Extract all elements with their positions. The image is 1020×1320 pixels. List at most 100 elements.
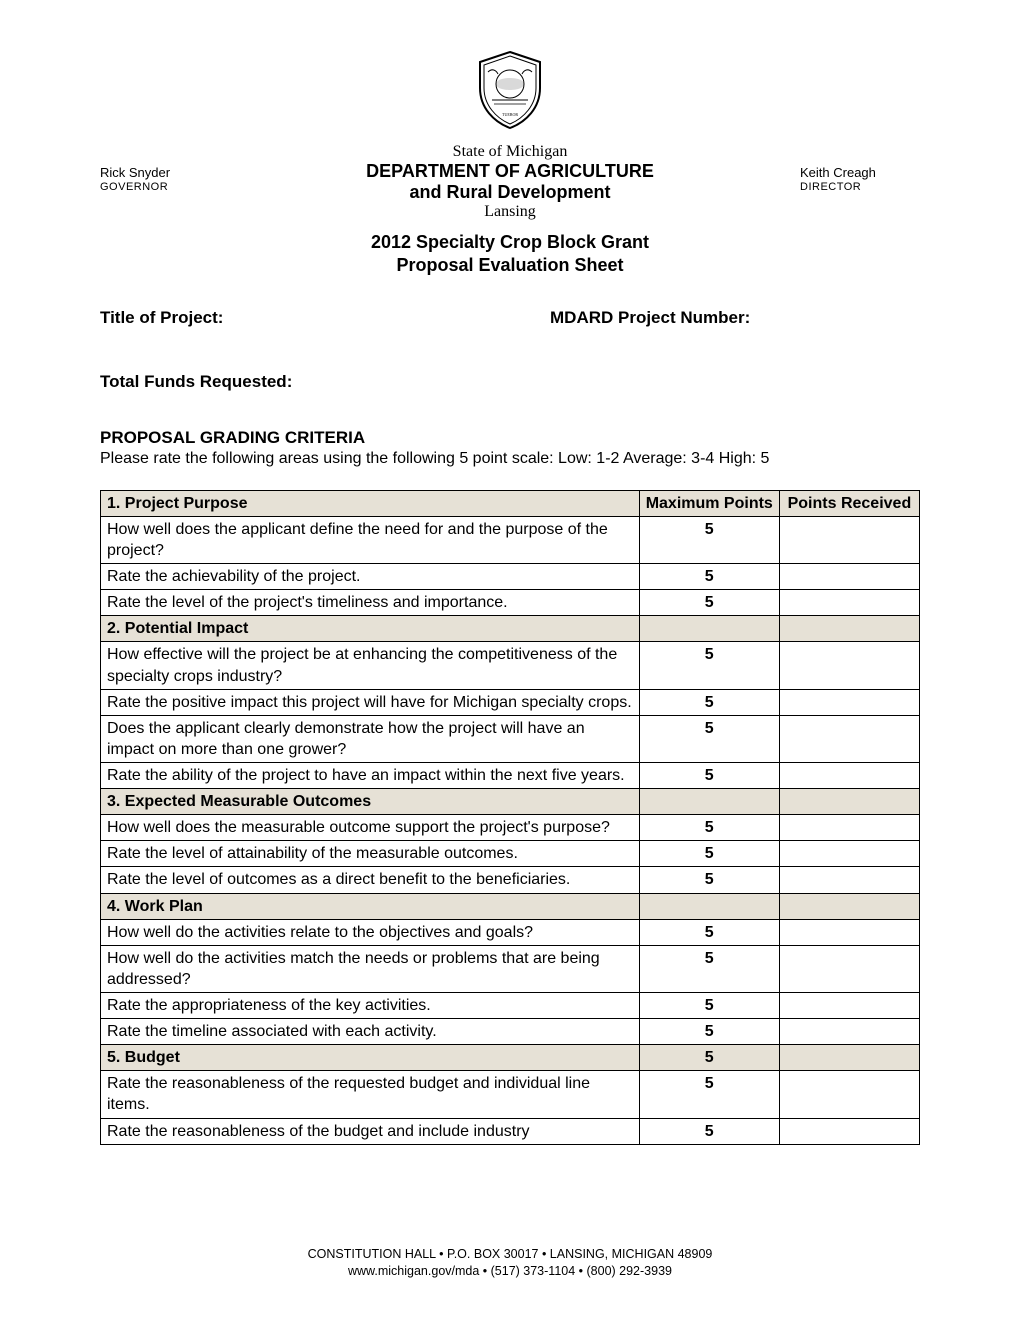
- criteria-text: Rate the positive impact this project wi…: [101, 689, 640, 715]
- criteria-received[interactable]: [779, 564, 919, 590]
- program-title: 2012 Specialty Crop Block Grant Proposal…: [100, 231, 920, 278]
- criteria-received[interactable]: [779, 1118, 919, 1144]
- criteria-max: 5: [639, 762, 779, 788]
- section-label: 2. Potential Impact: [101, 616, 640, 642]
- criteria-max: 5: [639, 841, 779, 867]
- table-row: Rate the reasonableness of the requested…: [101, 1071, 920, 1118]
- criteria-received[interactable]: [779, 516, 919, 563]
- table-row: How well do the activities relate to the…: [101, 919, 920, 945]
- table-row: Rate the level of the project's timeline…: [101, 590, 920, 616]
- criteria-received[interactable]: [779, 1019, 919, 1045]
- criteria-received[interactable]: [779, 815, 919, 841]
- criteria-received[interactable]: [779, 689, 919, 715]
- criteria-received[interactable]: [779, 762, 919, 788]
- funds-requested-label: Total Funds Requested:: [100, 372, 920, 392]
- table-row: How effective will the project be at enh…: [101, 642, 920, 689]
- state-seal: TUEBOR: [100, 50, 920, 135]
- criteria-max: 5: [639, 590, 779, 616]
- table-row: Rate the positive impact this project wi…: [101, 689, 920, 715]
- governor-title: GOVERNOR: [100, 181, 280, 195]
- criteria-text: Rate the ability of the project to have …: [101, 762, 640, 788]
- footer-contact: www.michigan.gov/mda • (517) 373-1104 • …: [0, 1263, 1020, 1280]
- table-row: 5. Budget5: [101, 1045, 920, 1071]
- criteria-max: 5: [639, 516, 779, 563]
- criteria-received[interactable]: [779, 715, 919, 762]
- criteria-instructions: Please rate the following areas using th…: [100, 450, 920, 468]
- department-block: State of Michigan DEPARTMENT OF AGRICULT…: [280, 143, 740, 221]
- governor-block: Rick Snyder GOVERNOR: [100, 143, 280, 195]
- svg-text:TUEBOR: TUEBOR: [502, 112, 518, 117]
- criteria-text: How well do the activities match the nee…: [101, 945, 640, 992]
- section-recv: [779, 893, 919, 919]
- criteria-max: 5: [639, 1118, 779, 1144]
- director-title: DIRECTOR: [800, 181, 920, 195]
- criteria-max: 5: [639, 564, 779, 590]
- criteria-max: 5: [639, 919, 779, 945]
- section-label: 4. Work Plan: [101, 893, 640, 919]
- table-row: Rate the timeline associated with each a…: [101, 1019, 920, 1045]
- criteria-max: 5: [639, 815, 779, 841]
- criteria-text: Rate the appropriateness of the key acti…: [101, 992, 640, 1018]
- criteria-table: 1. Project Purpose Maximum Points Points…: [100, 490, 920, 1145]
- governor-name: Rick Snyder: [100, 165, 280, 181]
- col-criteria-header: 1. Project Purpose: [101, 490, 640, 516]
- criteria-max: 5: [639, 945, 779, 992]
- criteria-max: 5: [639, 1019, 779, 1045]
- table-row: Does the applicant clearly demonstrate h…: [101, 715, 920, 762]
- seal-icon: TUEBOR: [474, 50, 546, 130]
- criteria-received[interactable]: [779, 919, 919, 945]
- criteria-received[interactable]: [779, 841, 919, 867]
- criteria-received[interactable]: [779, 867, 919, 893]
- section-label: 3. Expected Measurable Outcomes: [101, 789, 640, 815]
- project-fields-row: Title of Project: MDARD Project Number:: [100, 308, 920, 328]
- criteria-max: 5: [639, 642, 779, 689]
- table-row: Rate the achievability of the project.5: [101, 564, 920, 590]
- section-recv: [779, 789, 919, 815]
- criteria-received[interactable]: [779, 590, 919, 616]
- table-header-row: 1. Project Purpose Maximum Points Points…: [101, 490, 920, 516]
- section-max: [639, 893, 779, 919]
- title-of-project-label: Title of Project:: [100, 308, 550, 328]
- table-row: Rate the appropriateness of the key acti…: [101, 992, 920, 1018]
- criteria-heading: PROPOSAL GRADING CRITERIA: [100, 428, 920, 448]
- table-row: Rate the ability of the project to have …: [101, 762, 920, 788]
- rural-line: and Rural Development: [280, 182, 740, 203]
- letterhead-row: Rick Snyder GOVERNOR State of Michigan D…: [100, 143, 920, 221]
- section-recv: [779, 1045, 919, 1071]
- criteria-text: How well does the applicant define the n…: [101, 516, 640, 563]
- table-row: How well does the applicant define the n…: [101, 516, 920, 563]
- city-line: Lansing: [280, 203, 740, 221]
- criteria-text: Rate the reasonableness of the requested…: [101, 1071, 640, 1118]
- table-row: Rate the reasonableness of the budget an…: [101, 1118, 920, 1144]
- criteria-received[interactable]: [779, 945, 919, 992]
- criteria-text: Rate the achievability of the project.: [101, 564, 640, 590]
- director-name: Keith Creagh: [800, 165, 920, 181]
- section-max: [639, 789, 779, 815]
- criteria-max: 5: [639, 867, 779, 893]
- table-row: 3. Expected Measurable Outcomes: [101, 789, 920, 815]
- table-row: How well does the measurable outcome sup…: [101, 815, 920, 841]
- criteria-received[interactable]: [779, 992, 919, 1018]
- criteria-received[interactable]: [779, 1071, 919, 1118]
- table-row: 4. Work Plan: [101, 893, 920, 919]
- criteria-text: Rate the level of outcomes as a direct b…: [101, 867, 640, 893]
- page-footer: CONSTITUTION HALL • P.O. BOX 30017 • LAN…: [0, 1246, 1020, 1280]
- col-received-header: Points Received: [779, 490, 919, 516]
- section-max: 5: [639, 1045, 779, 1071]
- criteria-received[interactable]: [779, 642, 919, 689]
- criteria-max: 5: [639, 715, 779, 762]
- table-row: Rate the level of attainability of the m…: [101, 841, 920, 867]
- criteria-text: Rate the level of attainability of the m…: [101, 841, 640, 867]
- director-block: Keith Creagh DIRECTOR: [740, 143, 920, 195]
- section-label: 5. Budget: [101, 1045, 640, 1071]
- criteria-text: Rate the timeline associated with each a…: [101, 1019, 640, 1045]
- criteria-text: Rate the level of the project's timeline…: [101, 590, 640, 616]
- criteria-text: How effective will the project be at enh…: [101, 642, 640, 689]
- table-row: Rate the level of outcomes as a direct b…: [101, 867, 920, 893]
- criteria-text: Rate the reasonableness of the budget an…: [101, 1118, 640, 1144]
- criteria-max: 5: [639, 689, 779, 715]
- footer-address: CONSTITUTION HALL • P.O. BOX 30017 • LAN…: [0, 1246, 1020, 1263]
- criteria-text: How well does the measurable outcome sup…: [101, 815, 640, 841]
- criteria-text: Does the applicant clearly demonstrate h…: [101, 715, 640, 762]
- project-number-label: MDARD Project Number:: [550, 308, 920, 328]
